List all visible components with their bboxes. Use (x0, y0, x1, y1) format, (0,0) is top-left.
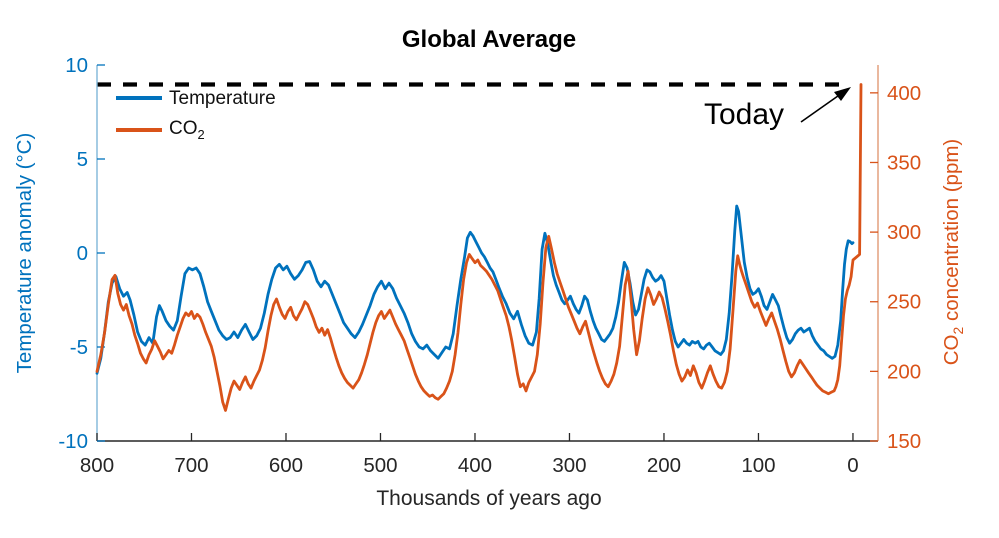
tick-label: 600 (269, 454, 303, 477)
legend-label-co2: CO2 (169, 117, 205, 142)
co2-line-swatch (116, 128, 162, 132)
legend-item-temperature: Temperature (116, 85, 276, 111)
today-arrow-head (834, 87, 851, 101)
tick-label: 500 (363, 454, 397, 477)
tick-label: 5 (77, 148, 88, 171)
tick-label: 800 (80, 454, 114, 477)
tick-label: 350 (887, 151, 921, 174)
tick-label: 0 (77, 242, 88, 265)
tick-label: 400 (458, 454, 492, 477)
co2-line (95, 83, 863, 412)
legend-item-co2: CO2 (116, 117, 276, 143)
temperature-line (95, 204, 855, 375)
tick-label: 100 (741, 454, 775, 477)
tick-label: 200 (887, 360, 921, 383)
tick-label: 150 (887, 430, 921, 453)
x-axis-title: Thousands of years ago (376, 487, 602, 510)
tick-label: 700 (174, 454, 208, 477)
tick-label: 200 (647, 454, 681, 477)
tick-label: 300 (887, 221, 921, 244)
tick-label: 0 (847, 454, 858, 477)
chart-title: Global Average (401, 26, 577, 53)
tick-label: 10 (65, 54, 88, 77)
y-right-axis-title: CO2 concentration (ppm) (939, 138, 967, 366)
tick-label: -5 (70, 336, 88, 359)
legend-label-temperature: Temperature (169, 87, 276, 109)
legend: Temperature CO2 (116, 85, 276, 149)
temperature-line-swatch (116, 96, 162, 100)
tick-label: -10 (58, 430, 88, 453)
tick-label: 400 (887, 82, 921, 105)
tick-label: 250 (887, 291, 921, 314)
today-annotation-label: Today (704, 98, 785, 131)
tick-label: 300 (552, 454, 586, 477)
y-left-axis-title: Temperature anomaly (°C) (13, 132, 36, 374)
